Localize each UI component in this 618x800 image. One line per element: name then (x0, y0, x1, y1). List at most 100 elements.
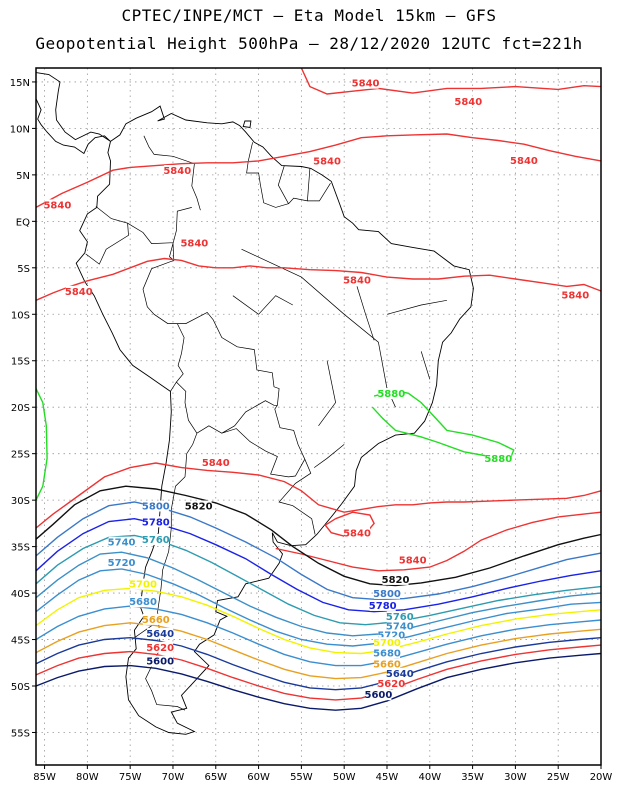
lon-tick-label: 45W (376, 772, 399, 783)
map-title-line2: Geopotential Height 500hPa – 28/12/2020 … (35, 34, 583, 53)
contour-5840 (300, 67, 602, 95)
lon-tick-label: 30W (504, 772, 527, 783)
contour-label-bg (382, 573, 409, 585)
lon-tick-label: 35W (461, 772, 484, 783)
contour-label-5880: 5880 (377, 389, 405, 400)
contour-5840 (35, 133, 602, 209)
contour-label-5800: 5800 (373, 589, 401, 600)
contour-label-5780: 5780 (369, 601, 397, 612)
contour-5840 (35, 257, 602, 301)
contour-label-5680: 5680 (373, 648, 401, 659)
contour-label-5600: 5600 (146, 657, 174, 668)
contour-label-bg (130, 578, 157, 590)
contour-label-5760: 5760 (142, 535, 170, 546)
lat-tick-label: 25S (11, 450, 30, 461)
contour-5780 (35, 517, 602, 613)
contour-label-bg (378, 678, 405, 690)
contour-label-bg (44, 199, 71, 211)
map-title-line1: CPTEC/INPE/MCT – Eta Model 15km – GFS (121, 6, 497, 25)
contour-5840 (275, 511, 602, 572)
contour-label-5780: 5780 (142, 517, 170, 528)
contour-label-5600: 5600 (365, 690, 393, 701)
contour-label-bg (65, 285, 92, 297)
lat-tick-label: 20S (11, 403, 30, 414)
contour-label-5720: 5720 (108, 558, 136, 569)
lat-tick-label: 45S (11, 636, 30, 647)
contour-label-5840: 5840 (65, 287, 93, 298)
contour-label-5760: 5760 (386, 612, 414, 623)
contour-label-5680: 5680 (129, 597, 157, 608)
contour-label-5840: 5840 (43, 200, 71, 211)
contour-label-bg (386, 611, 413, 623)
map-frame (35, 67, 602, 766)
contour-5800 (35, 501, 602, 601)
lat-tick-label: 5S (17, 264, 30, 275)
lon-tick-label: 85W (33, 772, 56, 783)
contour-label-5620: 5620 (377, 679, 405, 690)
contour-label-bg (373, 647, 400, 659)
contour-label-bg (399, 554, 426, 566)
lon-tick-label: 70W (162, 772, 185, 783)
contour-label-bg (202, 456, 229, 468)
contour-5760 (35, 534, 602, 626)
contour-5740 (35, 551, 602, 637)
contour-label-bg (378, 629, 405, 641)
lat-tick-label: 15S (11, 357, 30, 368)
contour-label-5740: 5740 (386, 621, 414, 632)
contour-label-5840: 5840 (180, 239, 208, 250)
contour-label-5840: 5840 (202, 458, 230, 469)
contour-label-bg (562, 289, 589, 301)
contour-label-bg (142, 613, 169, 625)
contour-label-bg (373, 587, 400, 599)
lat-tick-label: 5N (16, 171, 30, 182)
contour-label-bg (142, 516, 169, 528)
contour-label-5640: 5640 (146, 629, 174, 640)
contour-label-bg (455, 96, 482, 108)
lat-tick-label: 10S (11, 310, 30, 321)
contour-label-bg (181, 237, 208, 249)
contour-label-bg (147, 641, 174, 653)
contour-label-bg (386, 620, 413, 632)
lat-lon-grid (36, 68, 602, 765)
contour-label-5740: 5740 (108, 538, 136, 549)
lat-tick-label: 35S (11, 543, 30, 554)
contour-label-bg (510, 154, 537, 166)
contour-label-bg (369, 599, 396, 611)
contour-label-bg (164, 165, 191, 177)
contour-label-bg (344, 527, 371, 539)
contour-label-5820: 5820 (185, 502, 213, 513)
contour-label-5660: 5660 (373, 659, 401, 670)
contour-label-5840: 5840 (163, 166, 191, 177)
contour-label-bg (108, 536, 135, 548)
coastlines-and-borders (35, 72, 474, 735)
contour-label-5840: 5840 (454, 97, 482, 108)
central-america-coastline (35, 72, 111, 155)
contour-label-bg (142, 533, 169, 545)
contour-label-5620: 5620 (146, 643, 174, 654)
lon-tick-label: 60W (247, 772, 270, 783)
contour-label-bg (108, 557, 135, 569)
lon-tick-label: 40W (418, 772, 441, 783)
contour-label-5660: 5660 (142, 615, 170, 626)
lat-tick-label: 30S (11, 496, 30, 507)
contour-5640 (35, 636, 602, 691)
contour-5720 (35, 568, 602, 647)
axis-ticks: 85W 80W 75W 70W 65W 60W 55W 50W 45W 40W 35W 30W 25W 2… (10, 78, 613, 783)
contour-label-bg (147, 627, 174, 639)
contour-label-5700: 5700 (129, 580, 157, 591)
contour-5880 (35, 388, 48, 501)
contour-5620 (35, 644, 602, 701)
contour-5700 (35, 587, 602, 655)
contour-label-5840: 5840 (313, 157, 341, 168)
lon-tick-label: 80W (76, 772, 99, 783)
contour-label-bg (314, 155, 341, 167)
contour-label-5840: 5840 (343, 276, 371, 287)
contour-label-5820: 5820 (382, 575, 410, 586)
contour-label-5840: 5840 (561, 291, 589, 302)
lon-tick-label: 50W (333, 772, 356, 783)
contour-label-bg (130, 596, 157, 608)
contour-label-bg (373, 658, 400, 670)
contour-5840 (35, 462, 602, 529)
contour-label-bg (386, 667, 413, 679)
